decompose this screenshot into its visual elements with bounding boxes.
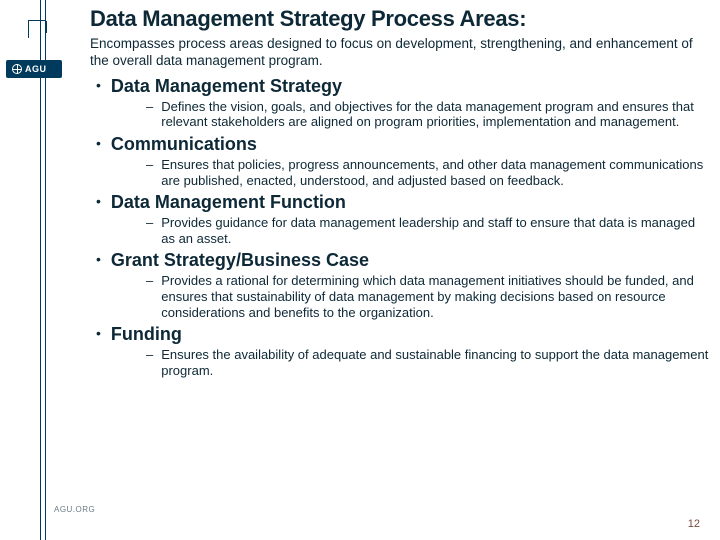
bullet-desc: Ensures the availability of adequate and… — [161, 347, 710, 378]
dash-icon: – — [146, 215, 153, 246]
bullet-desc: Provides a rational for determining whic… — [161, 273, 710, 320]
dash-icon: – — [146, 157, 153, 188]
bullet-title: Communications — [111, 134, 257, 155]
content-area: Data Management Strategy Process Areas: … — [90, 6, 710, 534]
bullet-desc: Ensures that policies, progress announce… — [161, 157, 710, 188]
bullet-icon: • — [96, 252, 101, 266]
bullet-title: Funding — [111, 324, 182, 345]
agu-logo-text: AGU — [25, 64, 47, 74]
list-item: • Data Management Function – Provides gu… — [90, 192, 710, 246]
bullet-icon: • — [96, 78, 101, 92]
list-item: • Grant Strategy/Business Case – Provide… — [90, 250, 710, 320]
bullet-title: Grant Strategy/Business Case — [111, 250, 369, 271]
bullet-icon: • — [96, 136, 101, 150]
corner-ornament — [28, 20, 46, 38]
list-item: • Funding – Ensures the availability of … — [90, 324, 710, 378]
dash-icon: – — [146, 273, 153, 320]
bullet-title: Data Management Function — [111, 192, 346, 213]
bullet-desc: Provides guidance for data management le… — [161, 215, 710, 246]
list-item: • Data Management Strategy – Defines the… — [90, 76, 710, 130]
page-title: Data Management Strategy Process Areas: — [90, 6, 710, 32]
agu-logo: AGU — [6, 60, 62, 78]
slide: AGU AGU.ORG Data Management Strategy Pro… — [0, 0, 720, 540]
globe-icon — [12, 64, 22, 74]
bullet-icon: • — [96, 194, 101, 208]
list-item: • Communications – Ensures that policies… — [90, 134, 710, 188]
bullet-title: Data Management Strategy — [111, 76, 342, 97]
bullet-list: • Data Management Strategy – Defines the… — [90, 76, 710, 379]
left-rail: AGU AGU.ORG — [0, 0, 82, 540]
dash-icon: – — [146, 99, 153, 130]
bullet-icon: • — [96, 326, 101, 340]
bullet-desc: Defines the vision, goals, and objective… — [161, 99, 710, 130]
vertical-rule-1 — [40, 0, 41, 540]
intro-text: Encompasses process areas designed to fo… — [90, 36, 710, 70]
page-number: 12 — [688, 518, 700, 530]
vertical-rule-2 — [45, 0, 46, 540]
dash-icon: – — [146, 347, 153, 378]
